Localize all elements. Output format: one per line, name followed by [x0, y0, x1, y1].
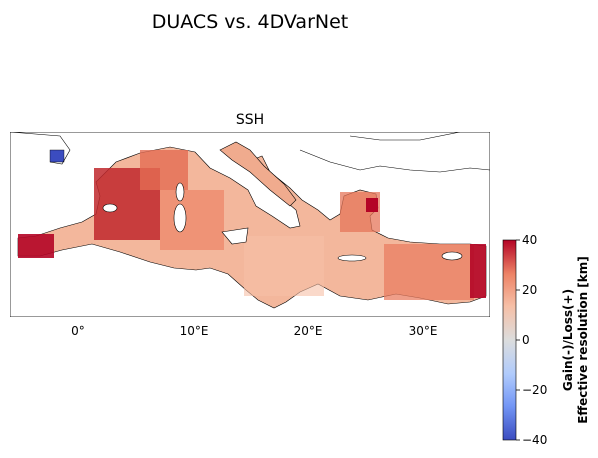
field-band-west	[18, 234, 54, 258]
lon-tick-label: 20°E	[294, 324, 323, 338]
colorbar-tick-label: −40	[522, 433, 547, 447]
colorbar-tick-label: 0	[522, 333, 530, 347]
atlantic-cell	[49, 149, 65, 163]
field-band-ionian	[244, 236, 324, 296]
lon-tick-label: 10°E	[180, 324, 209, 338]
colorbar-tick-label: 20	[522, 283, 537, 297]
lon-tick-label: 30°E	[409, 324, 438, 338]
map-panel	[10, 132, 490, 317]
colorbar-label-line1: Gain(-)/Loss(+)	[561, 289, 575, 391]
island-cyprus	[441, 251, 463, 261]
aegean-hotspot	[366, 198, 378, 212]
island-sicily	[221, 227, 249, 245]
coastline-north	[10, 132, 490, 173]
field-band-east-edge	[470, 244, 486, 298]
colorbar-tick-label: −20	[522, 383, 547, 397]
island-corsica	[175, 182, 185, 202]
island-sardinia	[173, 203, 187, 233]
field-band-levantine	[384, 244, 474, 300]
figure-title: DUACS vs. 4DVarNet	[152, 11, 349, 33]
subplot-title: SSH	[236, 112, 264, 128]
lon-tick-label: 0°	[71, 324, 85, 338]
colorbar-ticks: 40 20 0 −20 −40	[516, 233, 547, 447]
adriatic-field	[219, 141, 297, 207]
colorbar-label-line2: Effective resolution [km]	[576, 256, 590, 424]
field-band-tyrrhenian	[160, 190, 224, 250]
colorbar: 40 20 0 −20 −40 Gain(-)/Loss(+) Effectiv…	[502, 233, 590, 447]
colorbar-gradient	[502, 239, 517, 441]
island-crete	[337, 254, 367, 262]
island-mallorca	[102, 203, 118, 213]
colorbar-tick-label: 40	[522, 233, 537, 247]
lon-axis: 0° 10°E 20°E 30°E	[71, 324, 437, 338]
